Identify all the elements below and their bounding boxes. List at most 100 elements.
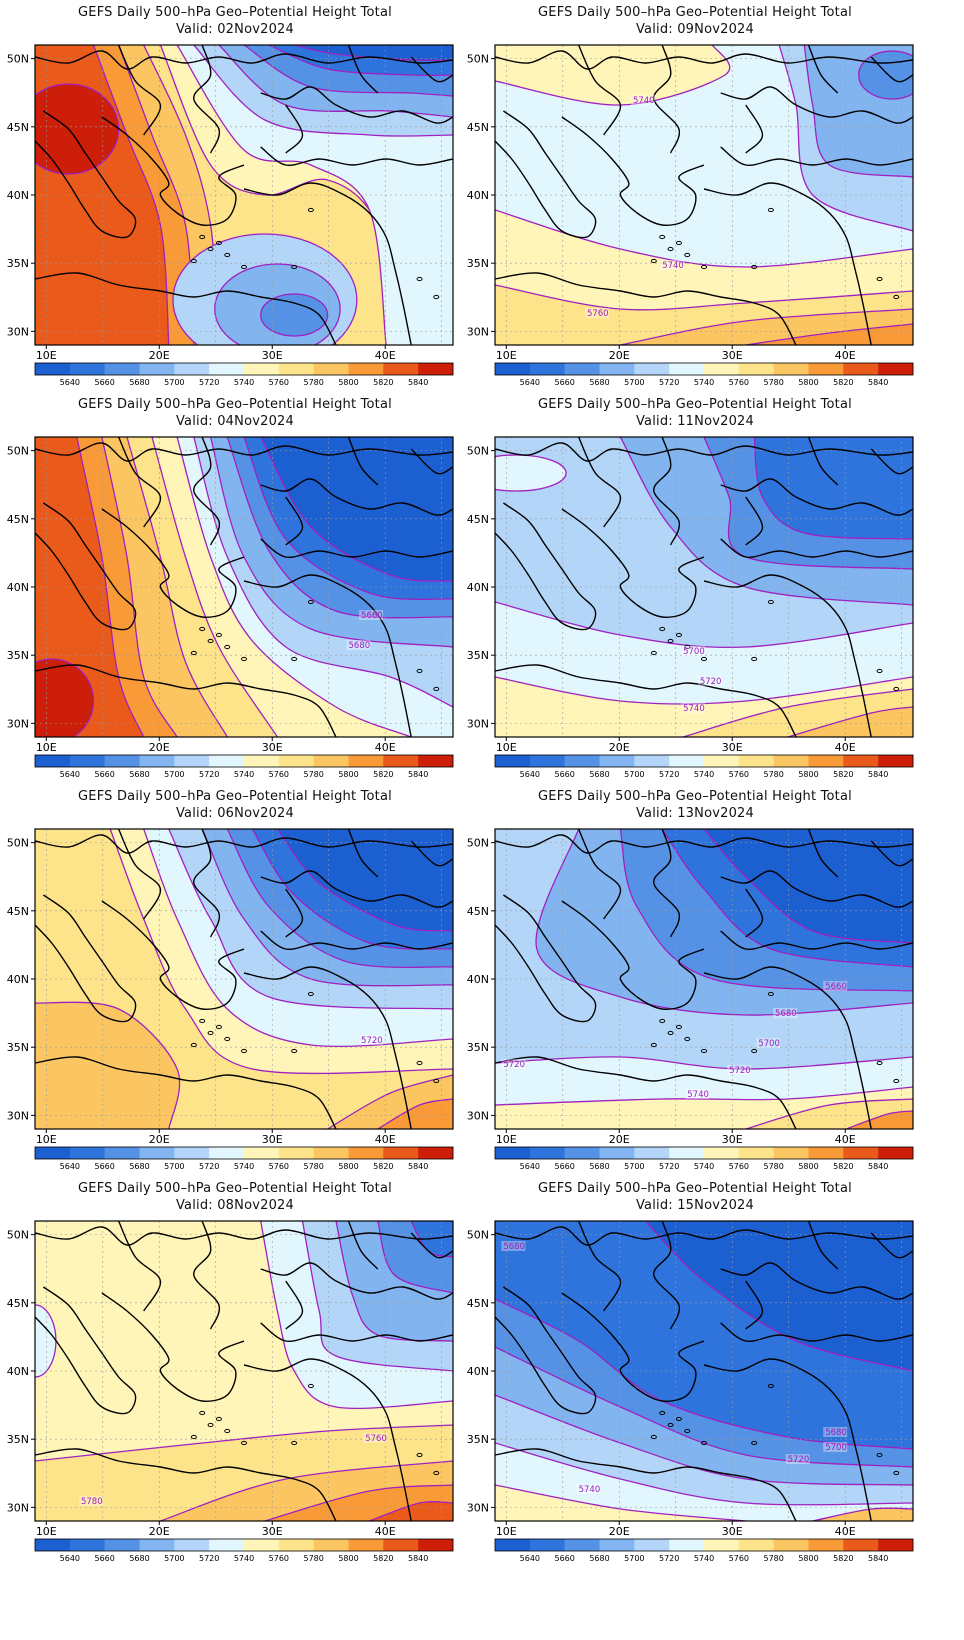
contour-label: 5700 — [683, 647, 705, 657]
colorbar-swatch — [418, 1147, 454, 1159]
colorbar-frame — [494, 362, 914, 376]
colorbar-level-label: 5700 — [624, 378, 644, 387]
coastline — [703, 966, 872, 1129]
colorbar-level-label: 5640 — [60, 378, 80, 387]
colorbar-swatch — [669, 363, 705, 375]
lon-label: 20E — [149, 741, 170, 754]
colorbar-level-label: 5840 — [408, 1162, 428, 1171]
height-band — [277, 829, 453, 931]
contour-line — [845, 1110, 913, 1129]
coastline — [243, 1358, 412, 1521]
lat-label: 30N — [7, 1109, 29, 1122]
colorbar-level-label: 5720 — [659, 378, 679, 387]
coastline — [561, 900, 705, 1010]
colorbar-level-label: 5820 — [373, 770, 393, 779]
colorbar-level-label: 5640 — [60, 1554, 80, 1563]
contour-line — [209, 437, 453, 648]
height-band — [495, 1443, 913, 1521]
lon-label: 10E — [496, 741, 517, 754]
contour-line — [495, 676, 913, 705]
coastline — [720, 870, 913, 908]
contour-label: 5740 — [633, 96, 655, 106]
colorbar-swatch — [808, 1147, 844, 1159]
colorbar-level-label: 5760 — [269, 1554, 289, 1563]
colorbar-swatch — [564, 363, 600, 375]
coastline — [495, 834, 913, 854]
colorbar-level-label: 5760 — [269, 1162, 289, 1171]
colorbar-level-label: 5800 — [798, 770, 818, 779]
contour-line — [495, 601, 913, 648]
coastline — [720, 478, 913, 516]
panel-valid-date: Valid: 15Nov2024 — [635, 1198, 755, 1213]
contour-line — [143, 829, 453, 1048]
colorbar-level-label: 5740 — [694, 1162, 714, 1171]
lon-label: 40E — [375, 1133, 396, 1146]
colorbar-level-label: 5760 — [729, 378, 749, 387]
colorbar-level-label: 5720 — [199, 378, 219, 387]
lat-label: 45N — [7, 1297, 29, 1310]
coastline — [193, 829, 221, 938]
lon-label: 10E — [36, 1525, 57, 1538]
contour-line — [176, 437, 412, 737]
colorbar-level-label: 5780 — [763, 378, 783, 387]
colorbar-swatch — [244, 363, 280, 375]
height-map: 5680 5680 5700 5720 5740 50N 45N 40N 35N 30N 10E 20… — [467, 1220, 914, 1563]
coastline — [720, 146, 913, 167]
island — [190, 1042, 197, 1048]
island — [207, 246, 214, 252]
lat-label: 30N — [467, 717, 489, 730]
contour-label: 5740 — [687, 1090, 709, 1100]
height-map: 5660 5680 50N 45N 40N 35N 30N 10E 20E 30E 40E 5640 5… — [7, 436, 454, 779]
contour-line — [168, 829, 453, 1010]
contour-label: 5720 — [788, 1455, 810, 1465]
colorbar-swatch — [738, 755, 774, 767]
coastline — [285, 496, 304, 546]
colorbar-frame — [34, 1538, 454, 1552]
coastline — [720, 1322, 913, 1343]
colorbar-swatch — [383, 755, 419, 767]
colorbar-swatch — [704, 755, 740, 767]
contour-closed — [260, 293, 329, 337]
contour-line — [619, 437, 913, 606]
island — [433, 1470, 440, 1476]
colorbar-level-label: 5760 — [269, 378, 289, 387]
colorbar-frame — [494, 1146, 914, 1160]
coastline — [703, 182, 872, 345]
lat-label: 50N — [467, 53, 489, 66]
coastline — [495, 1056, 797, 1129]
contour-line — [176, 45, 387, 345]
colorbar-level-label: 5680 — [589, 1162, 609, 1171]
colorbar-swatch — [278, 1539, 314, 1551]
map-panel: GEFS Daily 500–hPa Geo–Potential Height … — [460, 0, 930, 400]
contour-line — [661, 829, 913, 968]
island — [241, 1048, 247, 1054]
island — [675, 1416, 682, 1422]
colorbar-level-label: 5800 — [338, 770, 358, 779]
contour-line — [620, 308, 913, 345]
island — [767, 991, 774, 997]
panel-title: GEFS Daily 500–hPa Geo–Potential Height … — [78, 1181, 392, 1196]
colorbar-level-label: 5820 — [833, 1554, 853, 1563]
lon-label: 40E — [835, 1525, 856, 1538]
coastline — [653, 1221, 681, 1330]
colorbar-level-label: 5640 — [520, 1162, 540, 1171]
lat-label: 50N — [467, 837, 489, 850]
lat-label: 40N — [467, 189, 489, 202]
colorbar-level-label: 5700 — [164, 1162, 184, 1171]
colorbar-level-label: 5780 — [763, 1554, 783, 1563]
colorbar-swatch — [599, 363, 635, 375]
lon-label: 10E — [36, 349, 57, 362]
coastline — [745, 888, 764, 938]
contour-line — [495, 1298, 913, 1450]
coastline — [561, 116, 705, 226]
colorbar-swatch — [564, 1147, 600, 1159]
height-map: 50N 45N 40N 35N 30N 10E 20E 30E 40E 5640 5660 5680 5… — [7, 44, 454, 387]
colorbar-swatch — [35, 1539, 71, 1551]
colorbar-swatch — [313, 755, 349, 767]
height-band — [495, 1485, 746, 1521]
map-panel: GEFS Daily 500–hPa Geo–Potential Height … — [0, 0, 470, 400]
colorbar-swatch — [418, 363, 454, 375]
coastline — [117, 45, 162, 136]
lat-label: 40N — [7, 973, 29, 986]
island — [433, 1078, 440, 1084]
